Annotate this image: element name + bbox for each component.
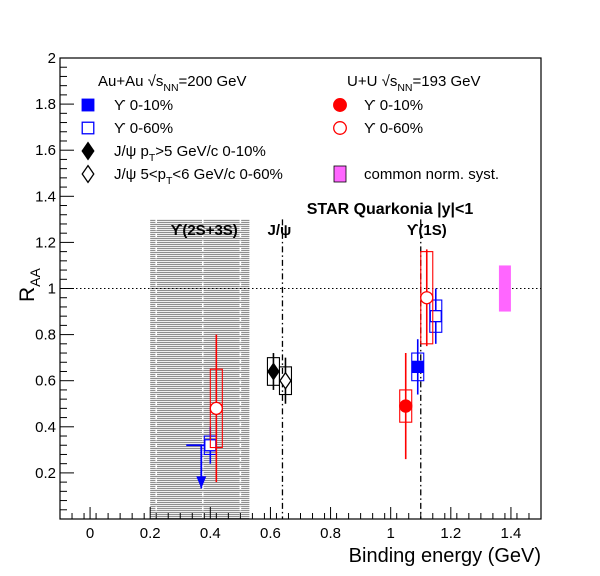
y-tick-label: 1.4 [35, 188, 56, 205]
data-marker [411, 360, 424, 374]
y-tick-label: 1.2 [35, 234, 56, 251]
data-point [399, 353, 413, 460]
y-axis-label: RAA [16, 267, 43, 302]
legend-label: J/ψ pT>5 GeV/c 0-10% [114, 143, 266, 164]
data-marker [399, 399, 413, 413]
x-axis-label: Binding energy (GeV) [349, 545, 541, 567]
y-tick-label: 1 [48, 281, 56, 298]
legend-label: common norm. syst. [364, 166, 499, 183]
legend-label: ϒ 0-60% [114, 120, 173, 137]
x-tick-label: 1.2 [440, 525, 461, 542]
legend-header-auau: Au+Au √sNN=200 GeV [98, 73, 247, 94]
data-marker [267, 362, 280, 381]
axis-ticks: 0 0.2 0.4 0.6 0.8 1 1.2 1.4 0.2 0.4 0.6 0.8 1 1.2 1.4 1… [35, 50, 542, 542]
legend-marker [81, 121, 95, 135]
legend-marker [81, 164, 95, 184]
legend: Au+Au √sNN=200 GeV U+U √sNN=193 GeV ϒ 0-10… [81, 73, 499, 187]
x-tick-label: 0.6 [260, 525, 281, 542]
y-tick-label: 1.6 [35, 142, 56, 159]
legend-marker [81, 98, 95, 112]
chart-labels: STAR Quarkonia |y|<1 ϒ(2S+3S) J/ψ ϒ(1S) Bind… [16, 201, 541, 567]
legend-marker [333, 165, 347, 183]
common-norm-syst-box [498, 265, 511, 312]
y-tick-label: 0.6 [35, 373, 56, 390]
upper-limit-arrow [196, 476, 207, 489]
state-band-bg [150, 219, 250, 519]
state-band [150, 219, 250, 519]
data-point [429, 288, 443, 344]
y-tick-label: 1.8 [35, 96, 56, 113]
x-tick-label: 0 [86, 525, 94, 542]
legend-header-uu: U+U √sNN=193 GeV [347, 73, 480, 94]
legend-label: J/ψ 5<pT<6 GeV/c 0-60% [114, 166, 283, 187]
data-marker [279, 371, 292, 390]
state-line-label-upsilon: ϒ(1S) [407, 222, 447, 239]
data-point [266, 353, 280, 390]
data-point [209, 334, 223, 483]
x-tick-label: 1 [387, 525, 395, 542]
data-marker [420, 291, 434, 305]
legend-label: ϒ 0-60% [364, 120, 423, 137]
x-tick-label: 0.4 [200, 525, 221, 542]
state-line-label-jpsi: J/ψ [268, 222, 292, 239]
state-band-label: ϒ(2S+3S) [171, 222, 238, 239]
data-point [420, 249, 434, 347]
y-tick-label: 0.2 [35, 465, 56, 482]
legend-marker [333, 98, 347, 112]
data-point [411, 339, 425, 395]
data-points [186, 249, 511, 489]
legend-label: ϒ 0-10% [114, 97, 173, 114]
y-tick-label: 0.8 [35, 327, 56, 344]
y-tick-label: 2 [48, 50, 56, 67]
legend-marker [333, 121, 347, 135]
data-marker [429, 310, 442, 323]
x-tick-label: 1.4 [501, 525, 522, 542]
chart-title: STAR Quarkonia |y|<1 [307, 201, 474, 218]
data-point [278, 357, 293, 404]
data-marker [209, 401, 223, 416]
x-tick-label: 0.2 [140, 525, 161, 542]
y-tick-label: 0.4 [35, 419, 56, 436]
reference-lines [60, 219, 541, 519]
legend-marker [81, 141, 95, 161]
legend-label: ϒ 0-10% [364, 97, 423, 114]
x-tick-label: 0.8 [320, 525, 341, 542]
